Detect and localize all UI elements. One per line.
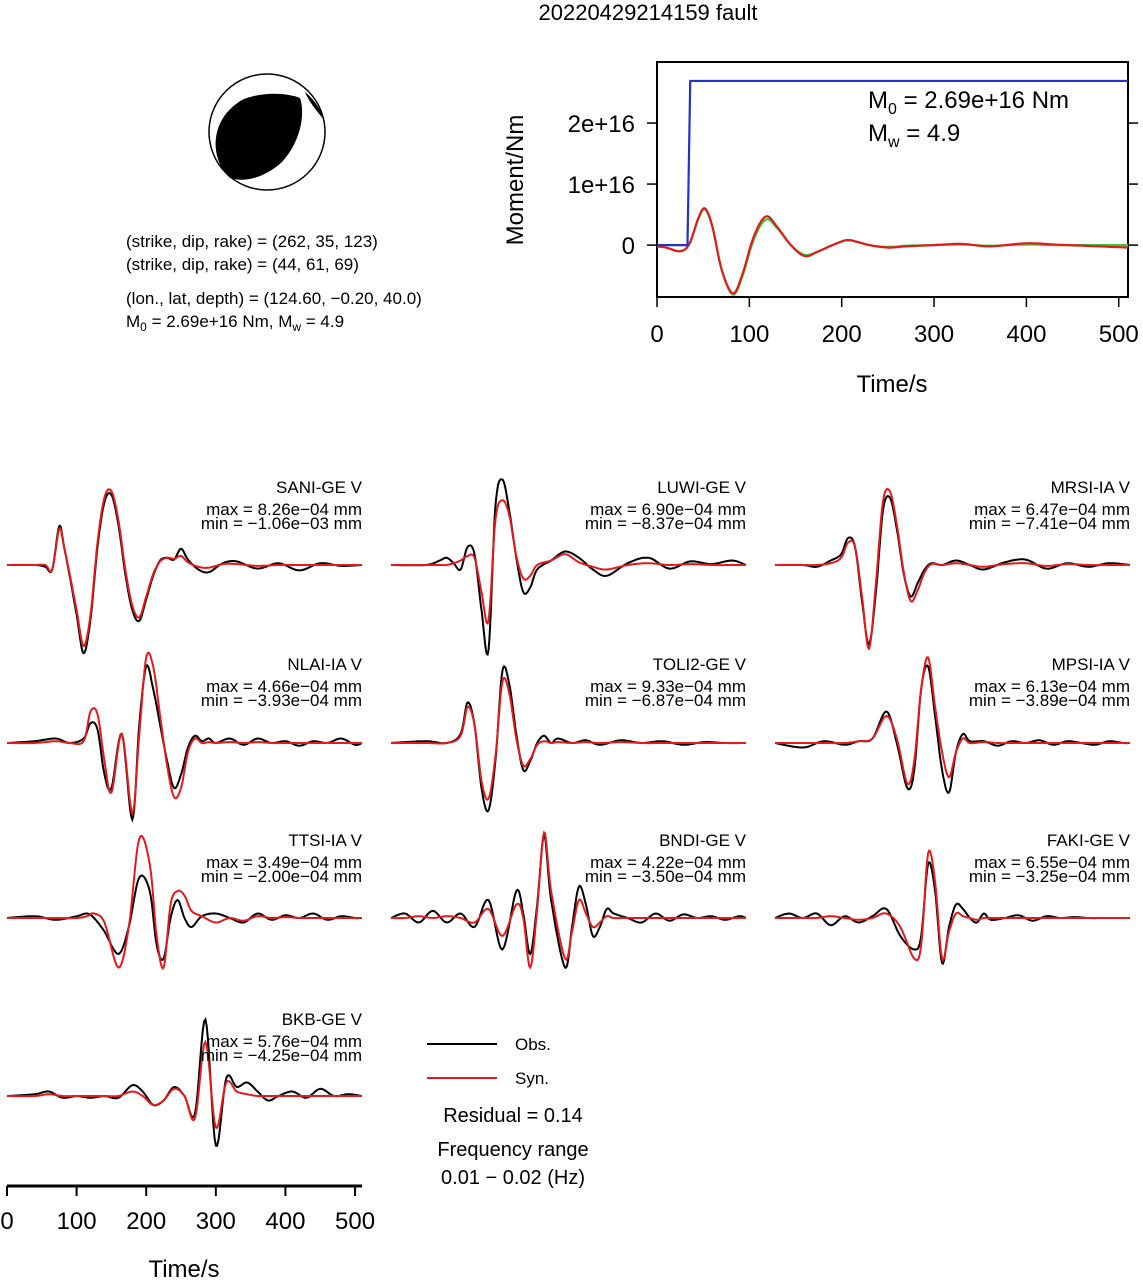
figure-title: 20220429214159 fault: [539, 0, 758, 25]
station-name: NLAI-IA V: [287, 655, 362, 674]
station-min: min = −3.89e−04 mm: [969, 691, 1130, 710]
station-max: max = 6.47e−04 mm: [974, 500, 1130, 519]
waveform-x-tick-label: 0: [0, 1208, 13, 1235]
moment-series-line: [656, 207, 1129, 295]
frequency-range-value: 0.01 − 0.02 (Hz): [441, 1167, 585, 1189]
waveform-time-axis: Time/s 0 100 200 300 400 500: [0, 1184, 375, 1281]
moment-x-tick-label: 100: [729, 321, 769, 348]
moment-mw-label: Mw = 4.9: [868, 120, 960, 151]
station-min: min = −3.25e−04 mm: [969, 867, 1130, 886]
moment-y-tick-label: 2e+16: [568, 111, 635, 138]
moment-xlabel: Time/s: [856, 371, 927, 398]
legend-syn-label: Syn.: [515, 1069, 549, 1088]
legend-obs-label: Obs.: [515, 1035, 551, 1054]
station-min: min = −8.37e−04 mm: [585, 514, 746, 533]
waveform-x-tick-label: 100: [57, 1208, 97, 1235]
station-min: min = −7.41e−04 mm: [969, 514, 1130, 533]
moment-rate-plot: 0 100 200 300 400 500 0 1e+16 2e+16 Moment/Nm Ti…: [502, 61, 1139, 398]
syn-waveform: [7, 1039, 362, 1129]
station-min: min = −3.50e−04 mm: [585, 867, 746, 886]
station-max: max = 5.76e−04 mm: [206, 1032, 362, 1051]
syn-waveform: [7, 834, 362, 970]
moment-x-tick-label: 400: [1006, 321, 1046, 348]
station-max: max = 6.13e−04 mm: [974, 677, 1130, 696]
station-name: BKB-GE V: [282, 1010, 363, 1029]
waveform-x-tick-label: 500: [335, 1208, 375, 1235]
syn-waveform: [775, 487, 1130, 651]
moment-x-tick-label: 0: [650, 321, 663, 348]
moment-x-tick-label: 300: [914, 321, 954, 348]
station-max: max = 4.22e−04 mm: [590, 853, 746, 872]
station-name: LUWI-GE V: [657, 478, 746, 497]
station-name: FAKI-GE V: [1047, 831, 1131, 850]
station-max: max = 8.26e−04 mm: [206, 500, 362, 519]
frequency-range-label: Frequency range: [437, 1139, 588, 1161]
station-name: TTSI-IA V: [288, 831, 362, 850]
obs-waveform: [391, 478, 747, 657]
moment-series-line: [656, 207, 1128, 296]
moment-m0-label: M0 = 2.69e+16 Nm: [868, 87, 1069, 118]
station-name: MPSI-IA V: [1052, 655, 1131, 674]
station-min: min = −4.25e−04 mm: [201, 1046, 362, 1065]
station-name: BNDI-GE V: [659, 831, 747, 850]
station-min: min = −1.06e−03 mm: [201, 514, 362, 533]
station-max: max = 9.33e−04 mm: [590, 677, 746, 696]
syn-waveform: [775, 849, 1130, 962]
moment-y-tick-label: 0: [622, 233, 635, 260]
station-min: min = −6.87e−04 mm: [585, 691, 746, 710]
station-name: SANI-GE V: [276, 478, 363, 497]
location-text: (lon., lat, depth) = (124.60, −0.20, 40.…: [126, 289, 422, 308]
waveform-x-tick-label: 400: [265, 1208, 305, 1235]
plane1-text: (strike, dip, rake) = (262, 35, 123): [126, 232, 378, 251]
obs-waveform: [775, 495, 1131, 646]
moment-x-tick-label: 200: [822, 321, 862, 348]
syn-waveform: [7, 651, 362, 816]
moment-x-tick-label: 500: [1099, 321, 1139, 348]
moment-y-tick-label: 1e+16: [568, 172, 635, 199]
plane2-text: (strike, dip, rake) = (44, 61, 69): [126, 255, 359, 274]
waveform-x-tick-label: 300: [196, 1208, 236, 1235]
station-max: max = 6.55e−04 mm: [974, 853, 1130, 872]
legend: Obs. Syn.: [427, 1035, 551, 1088]
waveform-xlabel: Time/s: [148, 1256, 219, 1281]
mechanism-info: (strike, dip, rake) = (262, 35, 123) (st…: [126, 232, 422, 334]
station-name: MRSI-IA V: [1051, 478, 1131, 497]
residual-text: Residual = 0.14: [443, 1105, 583, 1127]
moment-plot-axes: 0 100 200 300 400 500 0 1e+16 2e+16: [568, 111, 1139, 348]
syn-waveform: [391, 499, 746, 625]
station-max: max = 4.66e−04 mm: [206, 677, 362, 696]
m0-mw-text: M0 = 2.69e+16 Nm, Mw = 4.9: [126, 312, 344, 334]
beachball: [208, 73, 326, 191]
moment-plot-series: [656, 79, 1129, 296]
syn-waveform: [391, 830, 746, 970]
station-max: max = 3.49e−04 mm: [206, 853, 362, 872]
syn-waveform: [391, 676, 746, 801]
station-min: min = −2.00e−04 mm: [201, 867, 362, 886]
station-min: min = −3.93e−04 mm: [201, 691, 362, 710]
waveform-x-tick-label: 200: [126, 1208, 166, 1235]
moment-ylabel: Moment/Nm: [502, 115, 529, 246]
syn-waveform: [7, 488, 362, 648]
station-name: TOLI2-GE V: [653, 655, 747, 674]
moment-plot-frame: [656, 61, 1129, 298]
moment-series-line: [657, 79, 1128, 247]
syn-waveform: [775, 656, 1130, 786]
station-max: max = 6.90e−04 mm: [590, 500, 746, 519]
